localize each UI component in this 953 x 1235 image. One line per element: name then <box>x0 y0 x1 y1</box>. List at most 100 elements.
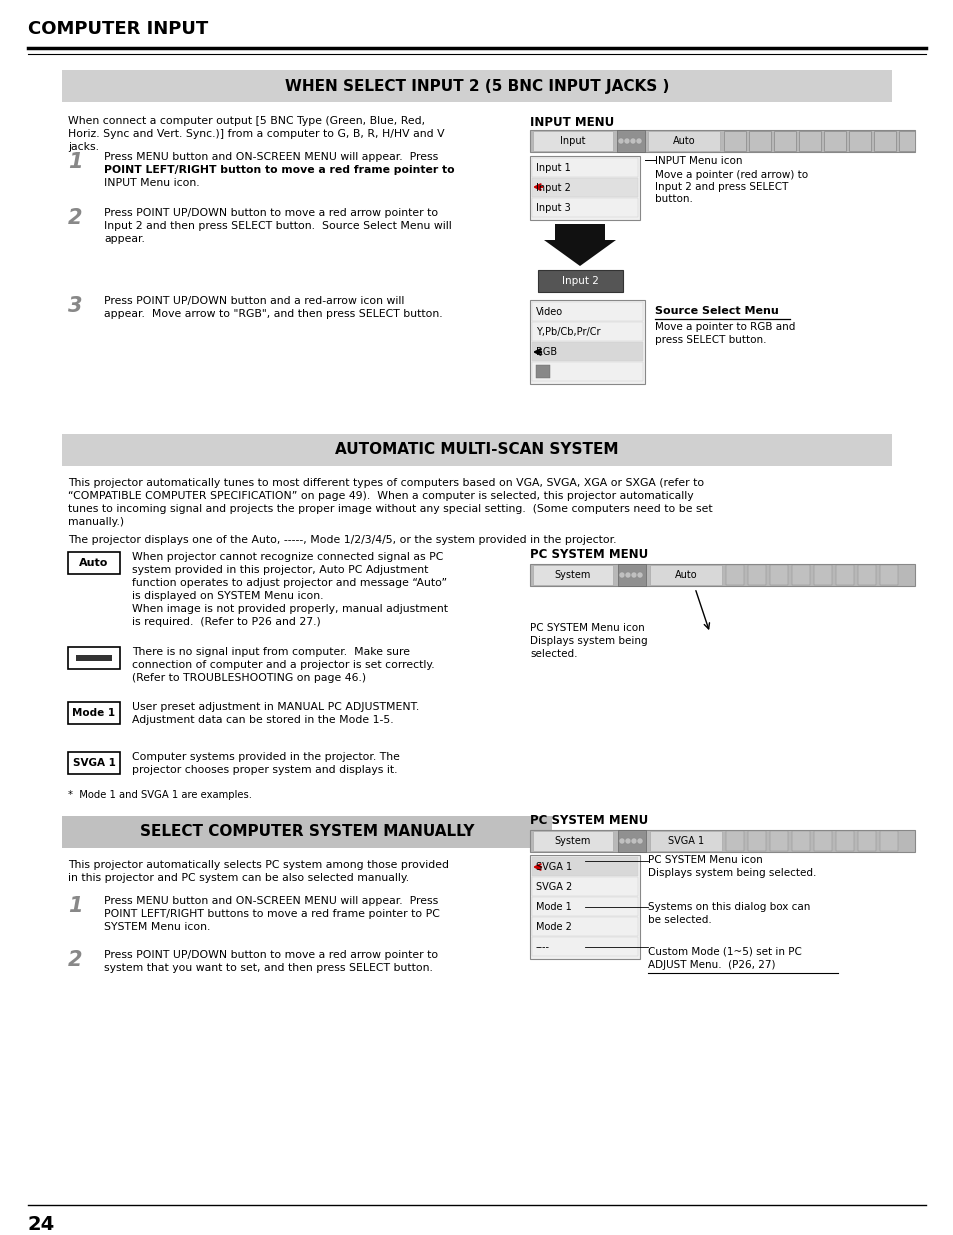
Text: in this projector and PC system can be also selected manually.: in this projector and PC system can be a… <box>68 873 409 883</box>
Circle shape <box>618 572 624 578</box>
Bar <box>857 831 875 851</box>
Text: Press POINT UP/DOWN button to move a red arrow pointer to: Press POINT UP/DOWN button to move a red… <box>104 207 437 219</box>
Bar <box>617 130 644 152</box>
Circle shape <box>629 138 636 144</box>
Bar <box>68 552 120 574</box>
Bar <box>530 130 914 152</box>
Bar <box>857 564 875 585</box>
Text: INPUT Menu icon.: INPUT Menu icon. <box>104 178 199 188</box>
Text: Auto: Auto <box>674 571 697 580</box>
Text: Input 2 and then press SELECT button.  Source Select Menu will: Input 2 and then press SELECT button. So… <box>104 221 452 231</box>
Bar <box>879 564 897 585</box>
Text: Press POINT UP/DOWN button and a red-arrow icon will: Press POINT UP/DOWN button and a red-arr… <box>104 296 404 306</box>
Text: SYSTEM Menu icon.: SYSTEM Menu icon. <box>104 923 211 932</box>
Bar <box>530 855 639 960</box>
Text: Press MENU button and ON-SCREEN MENU will appear.  Press: Press MENU button and ON-SCREEN MENU wil… <box>104 897 437 906</box>
Circle shape <box>623 138 629 144</box>
Circle shape <box>630 572 637 578</box>
Bar <box>530 564 914 585</box>
Text: PC SYSTEM Menu icon: PC SYSTEM Menu icon <box>647 855 762 864</box>
Bar <box>813 831 831 851</box>
Bar <box>76 655 112 661</box>
Text: system that you want to set, and then press SELECT button.: system that you want to set, and then pr… <box>104 963 433 973</box>
Text: manually.): manually.) <box>68 517 124 527</box>
Bar <box>723 131 745 151</box>
Bar <box>747 564 765 585</box>
Text: User preset adjustment in MANUAL PC ADJUSTMENT.: User preset adjustment in MANUAL PC ADJU… <box>132 701 418 713</box>
Bar <box>530 830 914 852</box>
Polygon shape <box>543 240 616 266</box>
Text: selected.: selected. <box>530 650 577 659</box>
Bar <box>725 564 743 585</box>
Bar <box>62 70 891 103</box>
Bar <box>618 830 645 852</box>
Text: COMPUTER INPUT: COMPUTER INPUT <box>28 20 208 38</box>
Text: INPUT MENU: INPUT MENU <box>530 116 614 128</box>
Bar <box>68 752 120 774</box>
Bar <box>555 224 604 240</box>
Text: *  Mode 1 and SVGA 1 are examples.: * Mode 1 and SVGA 1 are examples. <box>68 790 252 800</box>
Bar <box>532 303 642 321</box>
Text: Source Select Menu: Source Select Menu <box>655 306 778 316</box>
Bar <box>533 131 613 151</box>
Bar <box>799 131 821 151</box>
Circle shape <box>624 839 630 844</box>
Text: 3: 3 <box>68 296 82 316</box>
Text: Press MENU button and ON-SCREEN MENU will appear.  Press: Press MENU button and ON-SCREEN MENU wil… <box>104 152 437 162</box>
Text: Move a pointer (red arrow) to: Move a pointer (red arrow) to <box>655 170 807 180</box>
Circle shape <box>637 572 642 578</box>
Text: Input 2 and press SELECT: Input 2 and press SELECT <box>655 182 787 191</box>
Text: Computer systems provided in the projector. The: Computer systems provided in the project… <box>132 752 399 762</box>
Circle shape <box>618 839 624 844</box>
Text: There is no signal input from computer.  Make sure: There is no signal input from computer. … <box>132 647 410 657</box>
Bar <box>62 433 891 466</box>
Text: Custom Mode (1~5) set in PC: Custom Mode (1~5) set in PC <box>647 947 801 957</box>
Bar <box>647 131 720 151</box>
Bar <box>68 701 120 724</box>
Bar <box>537 270 622 291</box>
Text: System: System <box>555 571 591 580</box>
Circle shape <box>630 839 637 844</box>
Text: PC SYSTEM MENU: PC SYSTEM MENU <box>530 814 648 827</box>
Bar <box>532 342 642 361</box>
Text: When projector cannot recognize connected signal as PC: When projector cannot recognize connecte… <box>132 552 443 562</box>
Bar <box>530 300 644 384</box>
Text: (Refer to TROUBLESHOOTING on page 46.): (Refer to TROUBLESHOOTING on page 46.) <box>132 673 366 683</box>
Text: 2: 2 <box>68 207 82 228</box>
Text: Input: Input <box>559 136 585 146</box>
Bar <box>532 158 638 177</box>
Bar <box>532 322 642 341</box>
Text: Press POINT UP/DOWN button to move a red arrow pointer to: Press POINT UP/DOWN button to move a red… <box>104 950 437 960</box>
Bar <box>618 564 645 585</box>
Bar <box>532 178 638 198</box>
Text: ----: ---- <box>536 942 550 952</box>
Bar <box>532 198 638 217</box>
Text: appear.: appear. <box>104 233 145 245</box>
Text: is displayed on SYSTEM Menu icon.: is displayed on SYSTEM Menu icon. <box>132 592 323 601</box>
Text: SELECT COMPUTER SYSTEM MANUALLY: SELECT COMPUTER SYSTEM MANUALLY <box>139 825 474 840</box>
Bar <box>532 918 638 936</box>
Text: Displays system being selected.: Displays system being selected. <box>647 868 816 878</box>
Bar <box>68 647 120 669</box>
Text: appear.  Move arrow to "RGB", and then press SELECT button.: appear. Move arrow to "RGB", and then pr… <box>104 309 442 319</box>
Bar <box>773 131 795 151</box>
Bar <box>898 131 914 151</box>
Text: Mode 2: Mode 2 <box>536 923 571 932</box>
Text: tunes to incoming signal and projects the proper image without any special setti: tunes to incoming signal and projects th… <box>68 504 712 514</box>
Circle shape <box>636 138 641 144</box>
Text: 1: 1 <box>68 152 82 172</box>
Bar <box>536 366 550 378</box>
Text: 24: 24 <box>28 1215 55 1234</box>
Text: Input 2: Input 2 <box>536 183 570 193</box>
Bar <box>533 831 613 851</box>
Bar <box>725 831 743 851</box>
Bar <box>532 897 638 916</box>
Text: SVGA 2: SVGA 2 <box>536 882 572 892</box>
Circle shape <box>624 572 630 578</box>
Bar <box>791 831 809 851</box>
Text: AUTOMATIC MULTI-SCAN SYSTEM: AUTOMATIC MULTI-SCAN SYSTEM <box>335 442 618 457</box>
Bar <box>532 857 638 876</box>
Bar <box>532 362 642 382</box>
Text: This projector automatically tunes to most different types of computers based on: This projector automatically tunes to mo… <box>68 478 703 488</box>
Text: The projector displays one of the Auto, -----, Mode 1/2/3/4/5, or the system pro: The projector displays one of the Auto, … <box>68 535 616 545</box>
